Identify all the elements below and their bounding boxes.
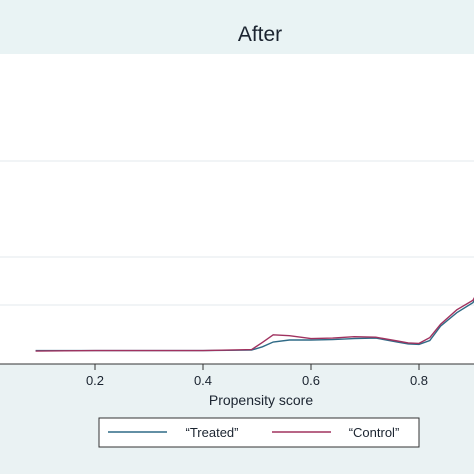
- series-line-control: [35, 296, 474, 352]
- title-band: [0, 0, 474, 54]
- x-tick-label: 0.6: [302, 373, 320, 388]
- x-tick-label: 0.2: [86, 373, 104, 388]
- x-ticks: 0.2 0.4 0.6 0.8: [86, 364, 428, 388]
- x-tick-label: 0.4: [194, 373, 212, 388]
- chart-title: After: [238, 23, 282, 46]
- x-axis-label: Propensity score: [209, 392, 313, 408]
- grid-lines: [0, 160, 474, 306]
- series-lines: [35, 296, 474, 352]
- x-tick-label: 0.8: [410, 373, 428, 388]
- legend: “Treated” “Control”: [108, 425, 399, 440]
- legend-label: “Treated”: [186, 425, 239, 440]
- plot-area: [0, 54, 474, 364]
- legend-label: “Control”: [349, 425, 400, 440]
